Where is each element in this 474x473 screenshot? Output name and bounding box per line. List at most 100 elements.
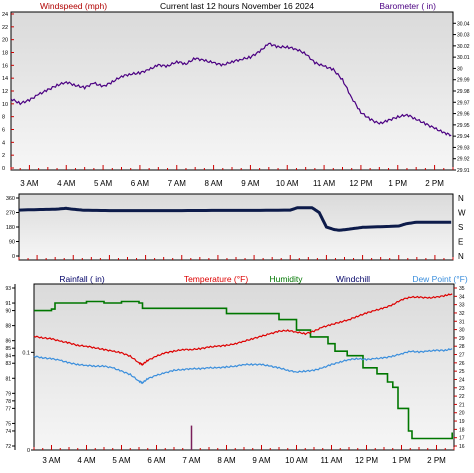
humidity-tick-label: 81	[5, 376, 11, 382]
windspeed-tick-label: 10	[2, 102, 8, 108]
windspeed-tick-label: 0	[2, 166, 5, 172]
humidity-tick-label: 86	[5, 339, 11, 345]
degree-tick-label: 180	[6, 225, 15, 231]
compass-tick-label: S	[458, 223, 463, 232]
windspeed-tick-label: 22	[2, 25, 8, 31]
wind-direction-degree-ticks: 360 270 180 90 0	[6, 196, 19, 260]
hour-label: 4 AM	[77, 456, 96, 465]
humidity-tick-label: 79	[5, 391, 11, 397]
humidity-tick-label: 78	[5, 399, 11, 405]
barometer-axis-label: Barometer ( in)	[379, 1, 436, 11]
rainfall-axis-ticks: 0.10	[22, 350, 34, 454]
humidity-tick-label: 88	[5, 324, 11, 330]
windspeed-tick-label: 20	[2, 38, 8, 44]
hour-label: 5 AM	[112, 456, 131, 465]
barometer-axis-ticks: 30.04 30.03 30.02 30.01 30 29.99 29.98 29.97 29.…	[453, 21, 470, 174]
humidity-tick-label: 72	[5, 444, 11, 450]
temperature-tick-label: 34	[459, 294, 465, 300]
compass-tick-label: N	[458, 194, 464, 203]
wind-direction-x-ticks	[18, 255, 454, 260]
barometer-line	[10, 42, 452, 137]
windspeed-tick-label: 24	[2, 12, 8, 18]
humidity-tick-label: 91	[5, 301, 11, 307]
windspeed-tick-label: 18	[2, 51, 8, 57]
temperature-tick-label: 25	[459, 369, 465, 375]
hour-label: 8 AM	[217, 456, 236, 465]
degree-tick-label: 360	[6, 196, 15, 202]
compass-tick-label: N	[458, 252, 464, 261]
temperature-tick-label: 23	[459, 386, 465, 392]
dew-point-line	[33, 347, 453, 385]
hour-label: 12 PM	[355, 456, 378, 465]
compass-tick-label: W	[458, 209, 466, 218]
barometer-tick-label: 29.97	[457, 100, 470, 106]
temperature-tick-label: 24	[459, 377, 465, 383]
barometer-tick-label: 30.04	[457, 21, 470, 27]
degree-tick-label: 270	[6, 211, 15, 217]
barometer-x-ticks	[10, 165, 454, 170]
barometer-tick-label: 30.03	[457, 33, 470, 39]
hour-label: 11 AM	[320, 456, 342, 465]
hour-label: 6 AM	[147, 456, 166, 465]
hour-label: 10 AM	[285, 456, 308, 465]
barometer-tick-label: 29.92	[457, 157, 470, 163]
temperature-line	[33, 293, 453, 366]
hour-label: 3 AM	[42, 456, 61, 465]
temperature-tick-label: 31	[459, 319, 465, 325]
humidity-tick-label: 77	[5, 406, 11, 412]
hour-label: 7 AM	[182, 456, 201, 465]
barometer-tick-label: 30.02	[457, 44, 470, 50]
hour-label: 5 AM	[94, 179, 113, 188]
windspeed-tick-label: 6	[2, 128, 5, 134]
chart-title: Current last 12 hours November 16 2024	[160, 1, 314, 11]
temperature-tick-label: 17	[459, 436, 465, 442]
windspeed-axis-label: Windspeed (mph)	[40, 1, 107, 11]
wind-direction-line	[18, 206, 452, 232]
legend-rainfall: Rainfall ( in)	[59, 274, 105, 284]
temperature-plot-area	[33, 283, 455, 451]
barometer-hour-labels: 3 AM 4 AM 5 AM 6 AM 7 AM 8 AM 9 AM 10 AM 11 AM 12…	[20, 179, 444, 188]
hour-label: 9 AM	[241, 179, 260, 188]
temperature-tick-label: 28	[459, 344, 465, 350]
barometer-tick-label: 29.99	[457, 78, 470, 84]
humidity-tick-label: 84	[5, 354, 11, 360]
temperature-tick-label: 27	[459, 353, 465, 359]
barometer-tick-label: 30.01	[457, 55, 470, 61]
temperature-tick-label: 29	[459, 336, 465, 342]
temperature-hour-labels: 3 AM 4 AM 5 AM 6 AM 7 AM 8 AM 9 AM 10 AM 11 AM 12…	[42, 456, 446, 465]
humidity-tick-label: 83	[5, 361, 11, 367]
barometer-tick-label: 29.98	[457, 89, 470, 95]
humidity-tick-label: 85	[5, 346, 11, 352]
humidity-tick-label: 74	[5, 429, 11, 435]
humidity-line	[34, 300, 453, 440]
hour-label: 12 PM	[349, 179, 372, 188]
temperature-tick-label: 32	[459, 311, 465, 317]
legend-humidity: Humidity	[269, 274, 303, 284]
hour-label: 8 AM	[204, 179, 223, 188]
windspeed-tick-label: 4	[2, 140, 5, 146]
hour-label: 2 PM	[427, 456, 446, 465]
temperature-tick-label: 19	[459, 419, 465, 425]
barometer-tick-label: 30	[457, 66, 463, 72]
legend-dew-point: Dew Point (°F)	[412, 274, 468, 284]
temperature-tick-label: 20	[459, 411, 465, 417]
hour-label: 9 AM	[252, 456, 271, 465]
temperature-tick-label: 33	[459, 303, 465, 309]
hour-label: 7 AM	[168, 179, 187, 188]
hour-label: 6 AM	[131, 179, 150, 188]
barometer-tick-label: 29.95	[457, 123, 470, 129]
temperature-tick-label: 22	[459, 394, 465, 400]
temperature-tick-label: 26	[459, 361, 465, 367]
hour-label: 1 PM	[388, 179, 407, 188]
hour-label: 11 AM	[313, 179, 335, 188]
temperature-axis-ticks: 35 34 33 32 31 30 29 28 27 26 25 24 23 22 21 20 19 18 17 16	[454, 286, 465, 450]
temperature-tick-label: 16	[459, 444, 465, 450]
hour-label: 3 AM	[20, 179, 39, 188]
barometer-tick-label: 29.96	[457, 112, 470, 118]
windspeed-tick-label: 2	[2, 153, 5, 159]
